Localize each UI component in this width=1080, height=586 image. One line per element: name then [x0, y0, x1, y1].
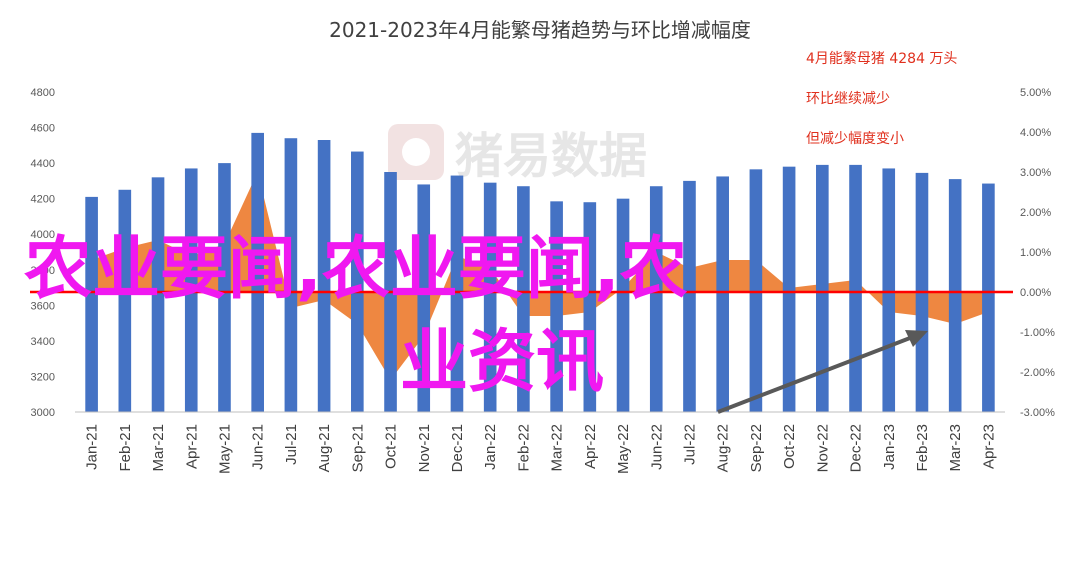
x-tick-label: Oct-22	[781, 424, 798, 469]
bar	[716, 176, 729, 412]
x-tick-label: May-21	[216, 424, 233, 474]
area-series	[91, 172, 989, 380]
left-tick-label: 3600	[31, 300, 55, 312]
bar	[849, 164, 862, 412]
x-tick-label: Oct-21	[383, 424, 400, 469]
x-tick-label: Dec-21	[449, 424, 466, 472]
left-tick-label: 4400	[31, 158, 55, 170]
x-tick-label: Jun-22	[648, 424, 665, 470]
x-tick-label: Mar-23	[947, 424, 964, 472]
bar	[749, 169, 763, 412]
overlay-text: 农业要闻,农业要闻,农 业资讯	[24, 230, 688, 402]
left-tick-label: 3800	[31, 265, 55, 277]
bar	[284, 138, 298, 412]
overlay-line-2: 业资讯	[400, 323, 604, 402]
x-tick-label: Nov-21	[416, 424, 433, 472]
x-axis: Jan-21 Feb-21 Mar-21 Apr-21 May-21 Jun-21 Jul-…	[75, 411, 1005, 474]
watermark-logo-dot	[402, 138, 430, 166]
bar	[151, 177, 165, 412]
left-tick-label: 4800	[31, 87, 55, 99]
bar	[517, 186, 530, 412]
right-tick-label: -1.00%	[1020, 327, 1055, 339]
left-tick-label: 4200	[31, 194, 55, 206]
x-tick-label: Feb-22	[515, 424, 532, 472]
x-tick-label: Jul-21	[283, 424, 300, 465]
bar	[118, 189, 132, 412]
x-tick-label: Jan-23	[881, 424, 898, 470]
bar	[882, 168, 896, 412]
right-tick-label: 4.00%	[1020, 127, 1051, 139]
right-tick-label: -3.00%	[1020, 407, 1055, 419]
right-axis: -3.00% -2.00% -1.00% 0.00% 1.00% 2.00% 3.00% 4.…	[1020, 87, 1055, 419]
bar	[251, 132, 264, 412]
area-path	[91, 172, 989, 380]
x-tick-label: Nov-22	[814, 424, 831, 472]
bar	[317, 140, 331, 412]
bar	[782, 166, 796, 412]
left-axis: 3000 3200 3400 3600 3800 4000 4200 4400 4600 4800	[31, 87, 55, 419]
bar	[982, 183, 995, 412]
bar	[351, 151, 364, 413]
annotation-1: 4月能繁母猪 4284 万头	[806, 51, 957, 67]
annotations: 4月能繁母猪 4284 万头 环比继续减少 但减少幅度变小	[806, 51, 957, 147]
right-tick-label: 2.00%	[1020, 207, 1051, 219]
left-tick-label: 4600	[31, 123, 55, 135]
x-tick-label: Feb-23	[914, 424, 931, 472]
bar	[417, 184, 431, 412]
x-tick-label: Mar-22	[549, 424, 566, 472]
bar	[85, 196, 98, 412]
bar	[816, 164, 829, 412]
x-tick-label: Dec-22	[848, 424, 865, 472]
bar	[649, 186, 663, 412]
x-tick-label: Feb-21	[117, 424, 134, 472]
right-tick-label: 1.00%	[1020, 247, 1051, 259]
right-tick-label: 0.00%	[1020, 287, 1051, 299]
right-tick-label: 3.00%	[1020, 167, 1051, 179]
x-tick-label: Apr-23	[980, 424, 997, 469]
x-tick-label: Jun-21	[250, 424, 267, 470]
annotation-2: 环比继续减少	[806, 90, 890, 107]
bar	[583, 202, 597, 412]
bar	[184, 168, 198, 412]
left-tick-label: 3200	[31, 371, 55, 383]
x-tick-label: Jan-21	[84, 424, 101, 470]
chart-title: 2021-2023年4月能繁母猪趋势与环比增减幅度	[329, 18, 751, 42]
bar	[948, 179, 962, 412]
x-tick-label: Sep-21	[349, 424, 366, 472]
bar	[683, 180, 696, 412]
x-tick-label: Mar-21	[150, 424, 167, 472]
x-tick-label: Apr-22	[582, 424, 599, 469]
annotation-3: 但减少幅度变小	[806, 131, 904, 147]
x-tick-label: Aug-22	[715, 424, 732, 472]
left-tick-label: 3400	[31, 336, 55, 348]
left-tick-label: 4000	[31, 229, 55, 241]
left-tick-label: 3000	[31, 407, 55, 419]
right-tick-label: 5.00%	[1020, 87, 1051, 99]
watermark: 猪易数据	[388, 124, 647, 184]
overlay-line-1: 农业要闻,农业要闻,农	[24, 230, 688, 309]
arrow-head-icon	[905, 330, 928, 347]
bar	[218, 163, 231, 412]
bar-series	[85, 132, 995, 413]
x-tick-label: May-22	[615, 424, 632, 474]
bar	[483, 182, 497, 412]
x-tick-label: Jan-22	[482, 424, 499, 470]
bar	[450, 175, 464, 412]
x-tick-label: Apr-21	[183, 424, 200, 469]
x-tick-label: Jul-22	[681, 424, 698, 465]
bar	[616, 198, 630, 412]
right-tick-label: -2.00%	[1020, 367, 1055, 379]
trend-arrow	[717, 330, 928, 414]
bar	[550, 201, 563, 412]
watermark-text: 猪易数据	[455, 128, 647, 184]
x-tick-label: Sep-22	[748, 424, 765, 472]
x-tick-label: Aug-21	[316, 424, 333, 472]
